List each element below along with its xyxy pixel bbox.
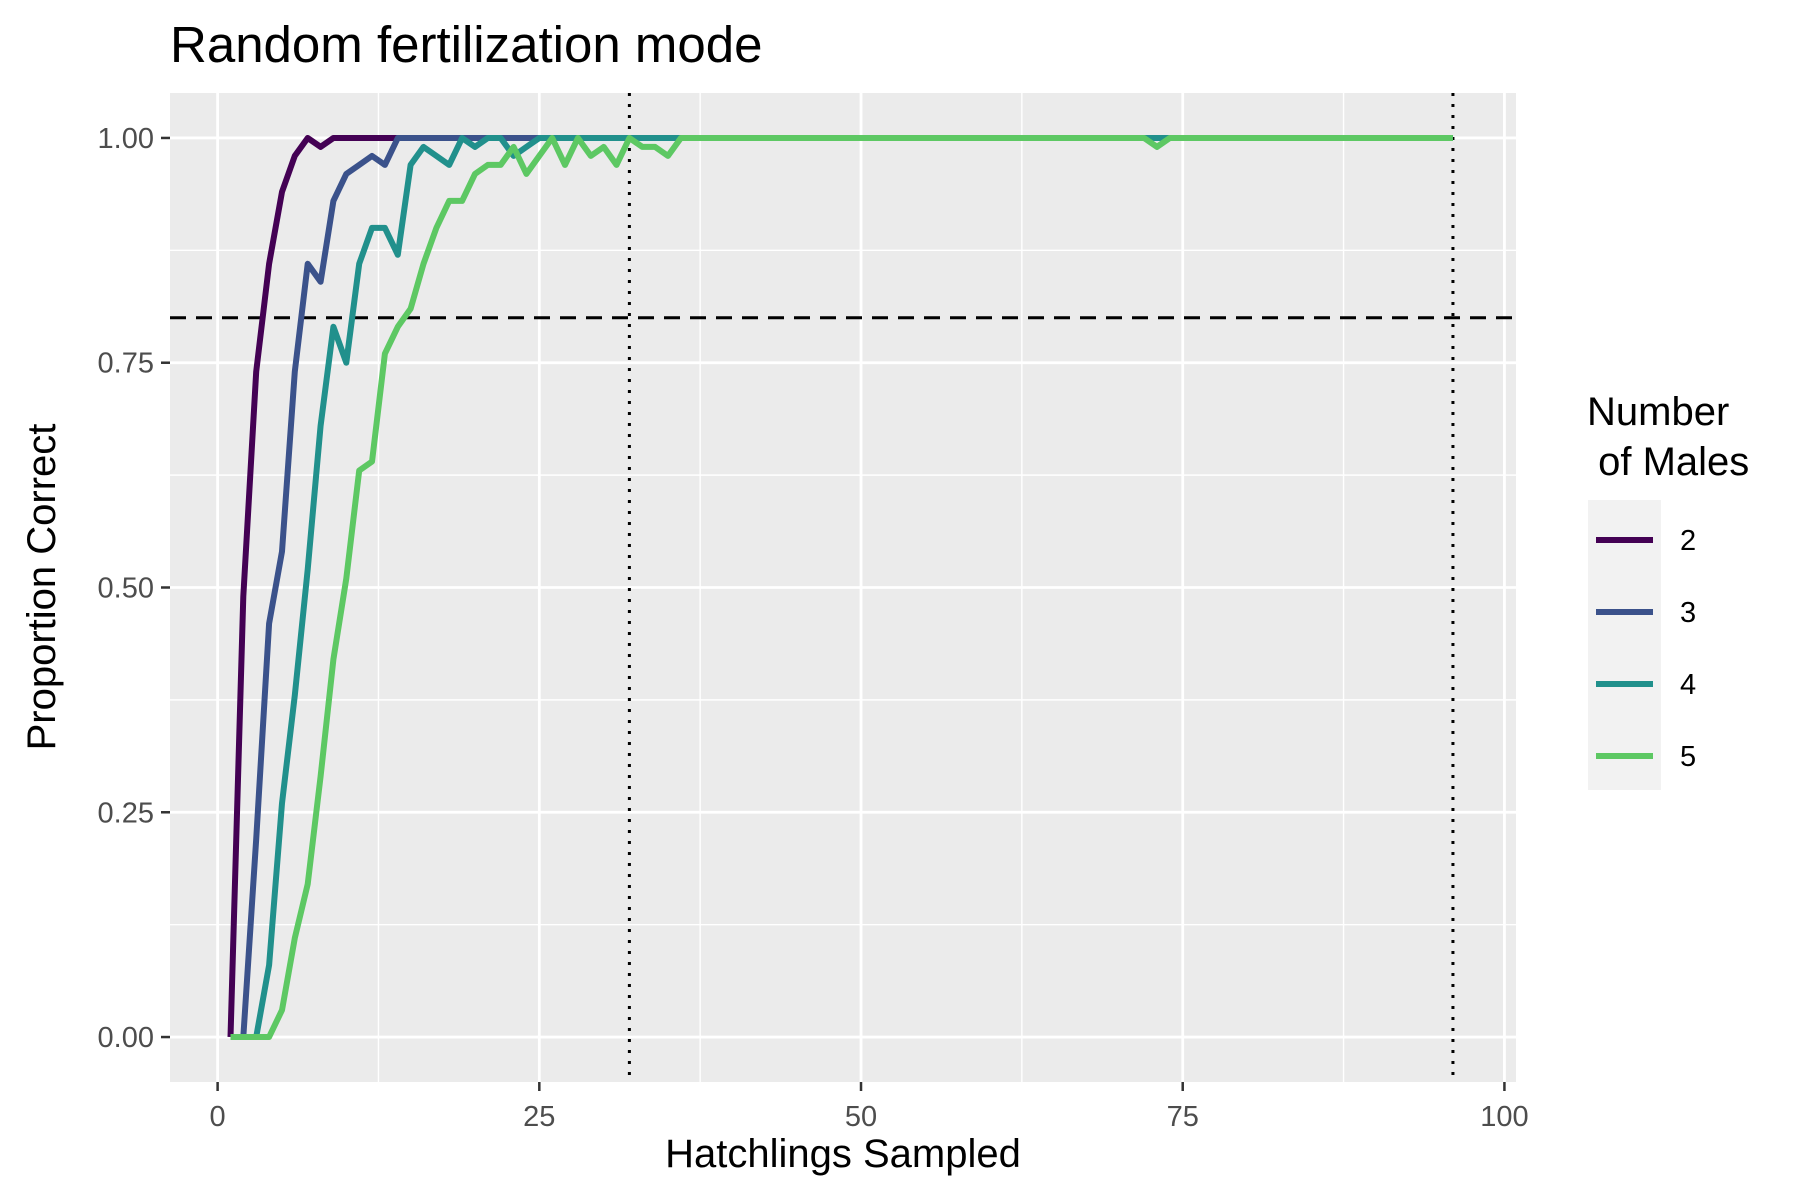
x-tick-label: 100 xyxy=(1480,1101,1528,1133)
legend-items: 2 3 4 5 xyxy=(1596,525,1696,773)
x-tick-label: 25 xyxy=(523,1101,555,1133)
series-line-5-males xyxy=(230,135,1453,1040)
legend-title-line-1: Number xyxy=(1587,390,1729,434)
legend-key-background xyxy=(1588,500,1661,790)
y-tick-label: 0.00 xyxy=(98,1022,154,1054)
legend-label-5: 5 xyxy=(1680,741,1696,773)
y-tick-label: 1.00 xyxy=(98,123,154,155)
reference-lines xyxy=(170,93,1516,1082)
x-tick-label: 50 xyxy=(845,1101,877,1133)
legend-label-3: 3 xyxy=(1680,597,1696,629)
y-tick-label: 0.75 xyxy=(98,348,154,380)
y-axis-title: Proportion Correct xyxy=(20,424,64,751)
legend: Number of Males 2 3 4 5 xyxy=(1587,390,1749,790)
series-lines xyxy=(227,135,1453,1040)
y-tick-label: 0.25 xyxy=(98,797,154,829)
legend-label-4: 4 xyxy=(1680,669,1696,701)
x-axis: 0 25 50 75 100 xyxy=(210,1082,1529,1133)
y-tick-label: 0.50 xyxy=(98,573,154,605)
legend-title-line-2: of Males xyxy=(1587,440,1749,484)
x-axis-title: Hatchlings Sampled xyxy=(665,1132,1021,1176)
x-tick-label: 75 xyxy=(1167,1101,1199,1133)
x-tick-label: 0 xyxy=(210,1101,226,1133)
chart-title: Random fertilization mode xyxy=(170,16,762,73)
legend-label-2: 2 xyxy=(1680,525,1696,557)
y-axis: 0.00 0.25 0.50 0.75 1.00 xyxy=(98,123,170,1054)
